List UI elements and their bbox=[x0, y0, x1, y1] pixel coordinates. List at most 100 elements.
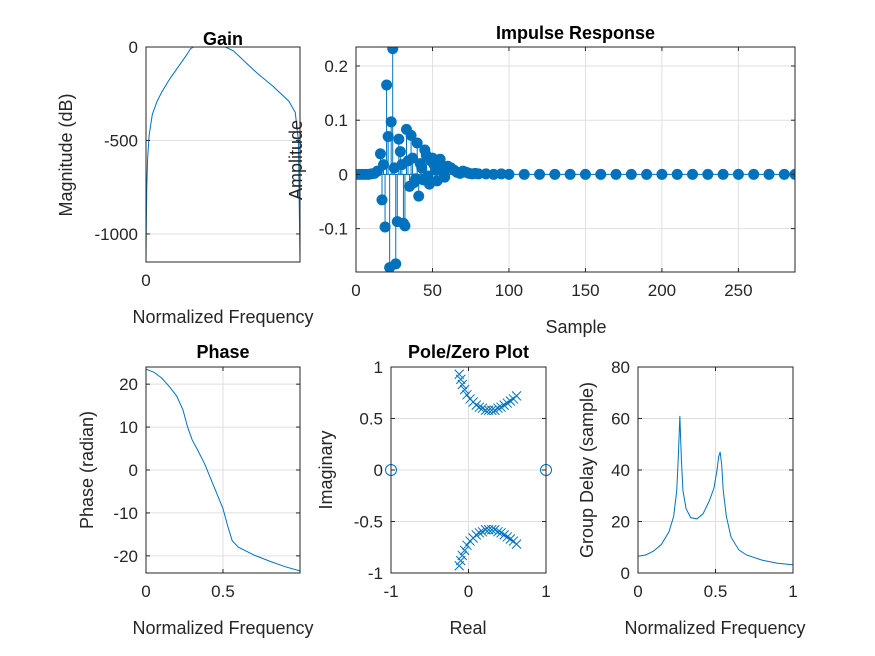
y-tick-label: 40 bbox=[611, 461, 630, 480]
pole-marker bbox=[511, 390, 522, 401]
pole-marker bbox=[474, 527, 485, 538]
stem-marker bbox=[503, 168, 515, 180]
pole-marker bbox=[486, 524, 497, 535]
series-line bbox=[638, 415, 793, 566]
x-tick-label: 1 bbox=[541, 582, 550, 601]
x-axis-label: Sample bbox=[545, 317, 606, 337]
y-tick-label: 0 bbox=[129, 38, 138, 57]
y-tick-label: 20 bbox=[119, 375, 138, 394]
stem-marker bbox=[376, 194, 388, 206]
pole-marker bbox=[457, 379, 468, 390]
pole-marker bbox=[471, 530, 482, 540]
stem-marker bbox=[564, 168, 576, 180]
y-tick-label: 10 bbox=[119, 418, 138, 437]
pole-marker bbox=[502, 532, 513, 542]
stem-marker bbox=[439, 171, 451, 183]
stem-marker bbox=[413, 190, 425, 202]
data-layer bbox=[638, 415, 793, 566]
y-axis-label: Group Delay (sample) bbox=[577, 382, 597, 558]
y-axis-label: Magnitude (dB) bbox=[56, 93, 76, 216]
pole-marker bbox=[477, 403, 488, 414]
y-tick-label: 0.1 bbox=[324, 111, 348, 130]
y-tick-label: -20 bbox=[113, 547, 138, 566]
data-layer bbox=[454, 369, 522, 571]
stem-marker bbox=[610, 168, 622, 180]
stem-marker bbox=[405, 129, 417, 141]
stem-marker bbox=[656, 168, 668, 180]
panel-groupdelay: 0 0.5 1 80 60 40 20 0 Normalized Frequency Group … bbox=[577, 358, 806, 638]
panel-polezero: -1 0 1 1 0.5 0 -0.5 -1 Pole/Zero Plot Real Imagina… bbox=[316, 342, 552, 638]
chart-title: Impulse Response bbox=[496, 23, 655, 43]
stem-marker bbox=[387, 47, 399, 55]
y-tick-label: 0 bbox=[129, 461, 138, 480]
stem-marker bbox=[382, 130, 394, 142]
x-tick-label: 0 bbox=[633, 582, 642, 601]
series-line bbox=[146, 47, 300, 262]
x-tick-label: -1 bbox=[383, 582, 398, 601]
stem-marker bbox=[378, 159, 390, 171]
x-tick-label: 250 bbox=[724, 281, 752, 300]
axes-box bbox=[145, 46, 301, 263]
pole-marker bbox=[489, 524, 500, 535]
y-tick-label: -1000 bbox=[95, 225, 138, 244]
pole-marker bbox=[499, 400, 510, 410]
x-tick-label: 100 bbox=[495, 281, 523, 300]
panel-impulse: 0 50 100 150 200 250 0.2 0.1 0 -0.1 Impulse Respon… bbox=[286, 23, 796, 337]
pole-marker bbox=[471, 400, 482, 410]
x-axis-label: Normalized Frequency bbox=[624, 618, 805, 638]
chart-title: Gain bbox=[203, 29, 243, 49]
x-tick-label: 0 bbox=[351, 281, 360, 300]
x-tick-label: 0 bbox=[141, 271, 150, 290]
pole-marker bbox=[505, 534, 516, 544]
series-line bbox=[146, 368, 300, 572]
stem-marker bbox=[434, 153, 446, 165]
x-tick-label: 150 bbox=[571, 281, 599, 300]
stem-marker bbox=[687, 168, 699, 180]
y-tick-label: 1 bbox=[374, 358, 383, 377]
y-tick-label: -500 bbox=[104, 131, 138, 150]
stem-marker bbox=[411, 137, 423, 149]
stem-marker bbox=[399, 220, 411, 232]
chart-title: Phase bbox=[196, 342, 249, 362]
x-axis-label: Normalized Frequency bbox=[132, 618, 313, 638]
pole-marker bbox=[511, 539, 522, 550]
pole-marker bbox=[493, 526, 503, 537]
pole-marker bbox=[489, 405, 500, 416]
stem-marker bbox=[732, 168, 744, 180]
y-tick-label: 0.2 bbox=[324, 57, 348, 76]
stem-marker bbox=[422, 170, 434, 182]
y-tick-label: 0.5 bbox=[359, 410, 383, 429]
y-tick-label: -1 bbox=[368, 564, 383, 583]
pole-marker bbox=[493, 403, 503, 414]
y-tick-label: -0.5 bbox=[354, 513, 383, 532]
stem-marker bbox=[595, 168, 607, 180]
stem-marker bbox=[379, 221, 391, 233]
data-layer bbox=[146, 368, 300, 572]
stem-marker bbox=[549, 168, 561, 180]
pole-marker bbox=[505, 396, 516, 406]
y-tick-label: -10 bbox=[113, 504, 138, 523]
x-axis-label: Real bbox=[449, 618, 486, 638]
pole-marker bbox=[459, 384, 470, 395]
chart-title: Pole/Zero Plot bbox=[408, 342, 529, 362]
stem-marker bbox=[579, 168, 591, 180]
stem-marker bbox=[641, 168, 653, 180]
stem-marker bbox=[416, 162, 428, 174]
stem-marker bbox=[390, 258, 402, 270]
y-axis-label: Amplitude bbox=[286, 120, 306, 200]
axes-box bbox=[355, 46, 796, 273]
stem-marker bbox=[518, 168, 530, 180]
stem-marker bbox=[671, 168, 683, 180]
y-tick-label: 0 bbox=[621, 564, 630, 583]
pole-marker bbox=[502, 398, 513, 408]
y-axis-label: Imaginary bbox=[316, 430, 336, 509]
y-tick-label: 60 bbox=[611, 410, 630, 429]
stem-marker bbox=[407, 152, 419, 164]
x-tick-label: 1 bbox=[788, 582, 797, 601]
x-tick-label: 0 bbox=[141, 582, 150, 601]
stem-marker bbox=[374, 148, 386, 160]
pole-marker bbox=[457, 550, 468, 561]
x-tick-label: 200 bbox=[648, 281, 676, 300]
pole-marker bbox=[486, 405, 497, 416]
pole-marker bbox=[474, 402, 485, 413]
